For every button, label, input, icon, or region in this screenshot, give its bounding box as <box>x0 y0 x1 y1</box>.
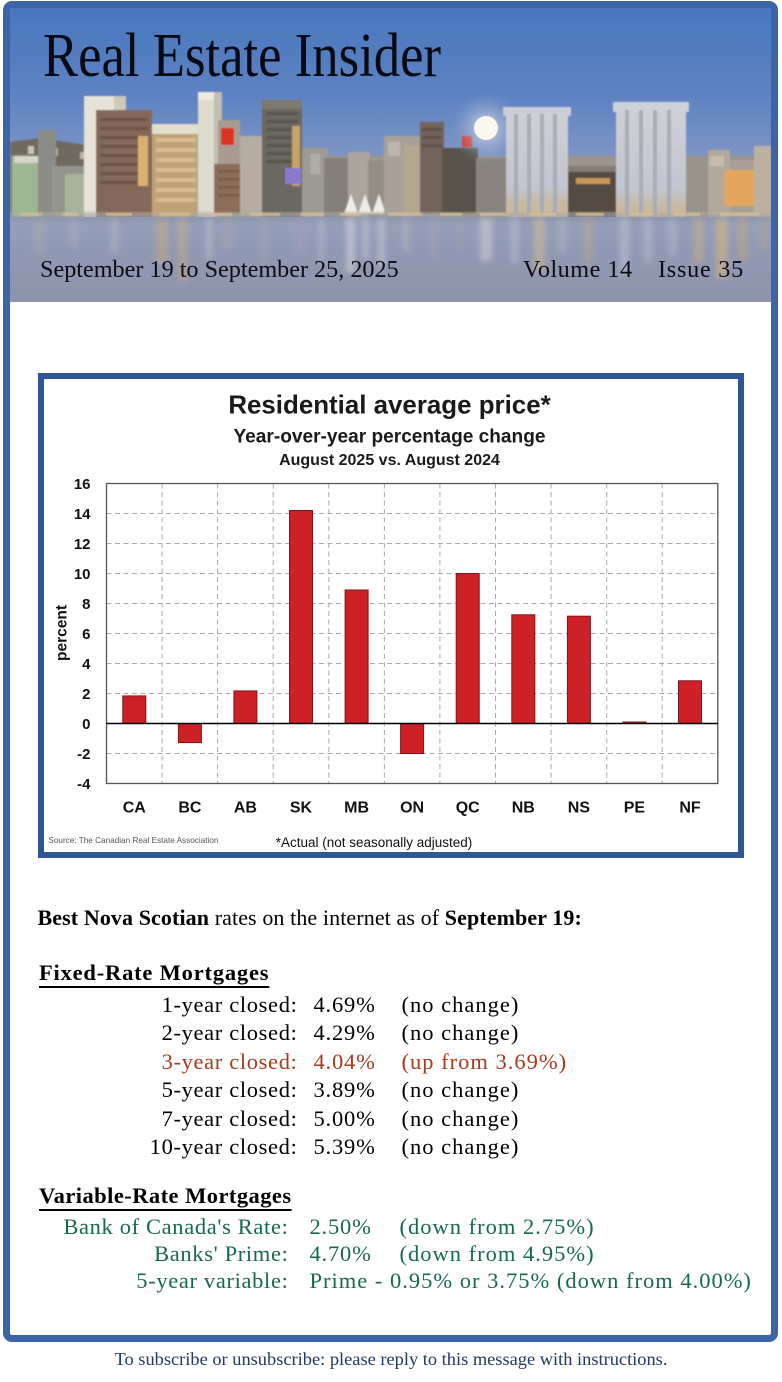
svg-text:-4: -4 <box>77 776 91 793</box>
svg-text:percent: percent <box>53 605 70 661</box>
svg-text:0: 0 <box>82 716 90 733</box>
svg-text:Year-over-year percentage chan: Year-over-year percentage change <box>233 427 545 448</box>
svg-text:-2: -2 <box>77 746 90 763</box>
svg-text:12: 12 <box>73 536 90 553</box>
svg-text:August 2025 vs. August 2024: August 2025 vs. August 2024 <box>279 452 500 469</box>
svg-text:Residential average price*: Residential average price* <box>228 391 551 419</box>
svg-text:MB: MB <box>344 800 369 817</box>
svg-text:4: 4 <box>82 656 91 673</box>
svg-text:10: 10 <box>73 566 90 583</box>
svg-text:2: 2 <box>82 686 90 703</box>
svg-text:SK: SK <box>289 800 312 817</box>
svg-text:*Actual (not seasonally adjust: *Actual (not seasonally adjusted) <box>275 835 472 850</box>
svg-text:14: 14 <box>73 506 90 523</box>
svg-text:16: 16 <box>73 476 90 493</box>
svg-text:ON: ON <box>400 800 424 817</box>
svg-text:8: 8 <box>82 596 90 613</box>
svg-text:6: 6 <box>82 626 90 643</box>
svg-text:PE: PE <box>623 800 645 817</box>
svg-text:CA: CA <box>122 800 146 817</box>
svg-text:NS: NS <box>567 800 590 817</box>
svg-text:Source: The Canadian Real Esta: Source: The Canadian Real Estate Associa… <box>48 836 219 845</box>
svg-text:NB: NB <box>511 800 534 817</box>
svg-text:BC: BC <box>178 800 202 817</box>
svg-text:AB: AB <box>233 800 256 817</box>
svg-text:QC: QC <box>455 800 479 817</box>
svg-text:NF: NF <box>679 800 701 817</box>
